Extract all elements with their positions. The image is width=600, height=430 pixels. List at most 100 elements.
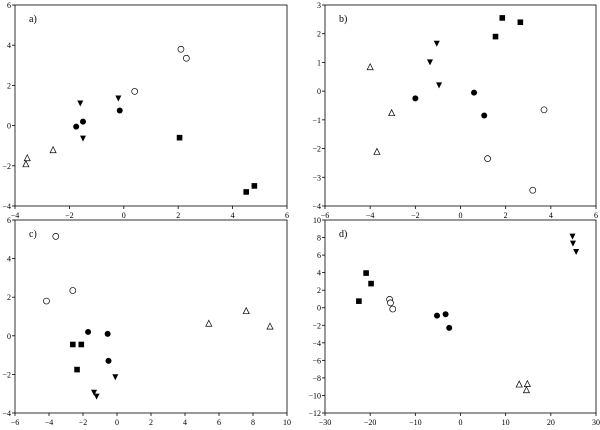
x-tick-label: 0 xyxy=(459,211,463,220)
filled-square-point xyxy=(78,341,85,348)
y-tick-label: −1 xyxy=(312,116,321,125)
filled-circle-point xyxy=(442,311,449,318)
open-circle-point xyxy=(131,88,139,95)
y-tick-label: −2 xyxy=(2,162,11,171)
plot-frame xyxy=(14,219,288,414)
open-triangle-up-point xyxy=(205,319,213,327)
open-triangle-up-point xyxy=(388,108,396,117)
x-tick-label: −4 xyxy=(366,211,375,220)
open-triangle-up-point xyxy=(23,153,31,162)
filled-square-point xyxy=(243,189,249,195)
y-tick-label: 8 xyxy=(317,234,321,243)
y-tick-label: 2 xyxy=(317,286,321,295)
y-tick-label: 10 xyxy=(313,216,321,225)
x-tick-label: 6 xyxy=(217,418,221,427)
filled-triangle-down-point xyxy=(427,59,434,66)
filled-circle-point xyxy=(471,89,478,96)
filled-square-point xyxy=(70,341,76,348)
x-tick-label: −2 xyxy=(79,418,88,427)
x-tick-label: 6 xyxy=(594,211,598,220)
scatter-panel: −4 −2 0 2 4 6 −4 −2 0 2 4 6 a) xyxy=(2,1,289,220)
x-tick-label: 4 xyxy=(231,211,235,220)
panel-label: c) xyxy=(29,229,37,240)
panel-label: d) xyxy=(339,229,347,240)
open-triangle-up-point xyxy=(242,306,250,315)
filled-circle-point xyxy=(434,312,441,319)
open-triangle-up-point xyxy=(49,145,57,154)
open-circle-point xyxy=(389,305,397,313)
filled-square-point xyxy=(492,33,499,40)
plot-frame xyxy=(324,4,597,207)
x-tick-label: 10 xyxy=(283,418,291,427)
x-tick-label: −20 xyxy=(364,418,377,427)
filled-triangle-down-point xyxy=(93,393,100,400)
x-tick-label: 20 xyxy=(547,418,555,427)
filled-circle-point xyxy=(73,123,80,130)
x-tick-label: 4 xyxy=(183,418,187,427)
y-tick-label: −2 xyxy=(312,145,321,154)
x-tick-label: 10 xyxy=(502,418,510,427)
x-tick-label: −10 xyxy=(409,418,422,427)
open-circle-point xyxy=(529,186,537,194)
x-tick-label: 2 xyxy=(149,418,153,427)
filled-square-point xyxy=(251,183,258,189)
y-tick-label: −3 xyxy=(312,173,321,182)
filled-circle-point xyxy=(116,107,123,114)
filled-triangle-down-point xyxy=(569,240,576,247)
y-tick-label: −12 xyxy=(308,409,321,418)
x-tick-label: 30 xyxy=(592,418,600,427)
x-tick-label: 4 xyxy=(549,211,553,220)
filled-triangle-down-point xyxy=(77,100,84,107)
panel-label: b) xyxy=(339,14,347,25)
y-tick-label: 4 xyxy=(7,41,11,50)
y-tick-label: 0 xyxy=(7,122,11,131)
open-triangle-up-point xyxy=(266,322,274,330)
y-tick-label: 4 xyxy=(317,269,321,278)
panel-label: a) xyxy=(29,14,37,25)
y-tick-label: 2 xyxy=(7,81,11,90)
x-tick-label: 0 xyxy=(459,418,463,427)
y-tick-label: 6 xyxy=(317,251,321,260)
open-circle-point xyxy=(43,297,50,305)
open-circle-point xyxy=(484,155,491,162)
y-tick-label: −8 xyxy=(312,374,321,383)
filled-triangle-down-point xyxy=(91,389,98,396)
filled-triangle-down-point xyxy=(569,233,576,240)
open-circle-point xyxy=(177,45,185,53)
open-triangle-up-point xyxy=(515,380,523,388)
filled-square-point xyxy=(517,19,524,26)
y-tick-label: 2 xyxy=(317,30,321,39)
y-tick-label: 6 xyxy=(7,1,11,10)
open-circle-point xyxy=(183,54,190,62)
y-tick-label: −4 xyxy=(2,202,11,211)
filled-circle-point xyxy=(412,95,419,102)
y-tick-label: −2 xyxy=(312,321,321,330)
open-circle-point xyxy=(540,106,548,114)
open-triangle-up-point xyxy=(523,379,531,387)
y-tick-label: 3 xyxy=(317,1,321,10)
filled-square-point xyxy=(74,366,80,373)
filled-circle-point xyxy=(104,330,111,337)
y-tick-label: 0 xyxy=(317,87,321,96)
filled-circle-point xyxy=(85,328,92,335)
plot-frame xyxy=(14,4,288,207)
filled-square-point xyxy=(356,298,362,304)
x-tick-label: 8 xyxy=(251,418,255,427)
filled-square-point xyxy=(176,134,183,141)
x-tick-label: −4 xyxy=(11,211,20,220)
x-tick-label: 2 xyxy=(504,211,508,220)
open-triangle-up-point xyxy=(22,160,30,168)
x-tick-label: −6 xyxy=(321,211,330,220)
x-tick-label: 2 xyxy=(176,211,180,220)
filled-circle-point xyxy=(105,357,112,364)
filled-circle-point xyxy=(446,324,453,331)
filled-triangle-down-point xyxy=(573,249,580,256)
y-tick-label: −2 xyxy=(2,370,11,379)
x-tick-label: −4 xyxy=(45,418,54,427)
filled-triangle-down-point xyxy=(433,40,440,47)
y-tick-label: 6 xyxy=(7,216,11,225)
open-triangle-up-point xyxy=(373,147,381,155)
x-tick-label: −30 xyxy=(319,418,332,427)
open-circle-point xyxy=(69,287,77,294)
